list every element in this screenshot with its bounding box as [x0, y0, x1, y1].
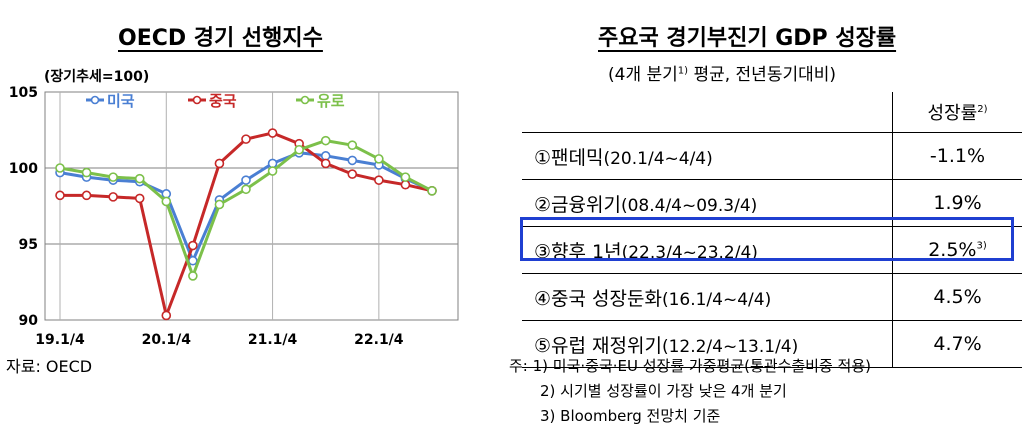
- row-period: (16.1/4~4/4): [661, 289, 772, 310]
- table-row: ①팬데믹(20.1/4~4/4) -1.1%: [522, 132, 1022, 180]
- chart-legend: 미국 중국 유로: [86, 92, 345, 110]
- data-point-유로: [400, 172, 411, 182]
- data-point-중국: [161, 310, 172, 321]
- table-row: ③향후 1년(22.3/4~23.2/4) 2.5%3): [522, 226, 1022, 274]
- legend-marker-중국: [192, 95, 202, 105]
- legend-label-유로: 유로: [317, 92, 345, 110]
- data-point-중국: [188, 240, 198, 251]
- footnote-3: 3) Bloomberg 전망치 기준: [540, 407, 721, 425]
- x-tick-label: 21.1/4: [248, 332, 298, 348]
- subtitle-post: 평균, 전년동기대비): [688, 65, 837, 85]
- data-point-유로: [320, 135, 331, 146]
- y-tick-label: 100: [9, 161, 38, 177]
- leading-index-chart: 90 95 100 105 19.1/4 20.1/4 21.1/4 22.1/4 미국 중국…: [9, 85, 459, 348]
- row-value: 4.5%: [892, 273, 1022, 321]
- legend-label-중국: 중국: [209, 92, 237, 110]
- legend-label-미국: 미국: [107, 92, 135, 110]
- data-point-중국: [374, 175, 384, 185]
- data-point-중국: [267, 128, 278, 138]
- data-point-유로: [374, 154, 384, 164]
- highlight-box: [520, 217, 1014, 261]
- right-table-title: 주요국 경기부진기 GDP 성장률: [598, 26, 897, 51]
- row-period: (08.4/4~09.3/4): [620, 195, 758, 216]
- left-chart-title: OECD 경기 선행지수: [118, 26, 323, 51]
- row-label: ④중국 성장둔화: [534, 287, 662, 310]
- growth-table: 성장률2) ①팬데믹(20.1/4~4/4) -1.1% ②금융위기(08.4/…: [522, 92, 1022, 368]
- data-point-중국: [108, 192, 118, 202]
- footnote-2: 2) 시기별 성장률이 가장 낮은 4개 분기: [540, 382, 787, 400]
- data-point-유로: [427, 186, 437, 196]
- table-row: ④중국 성장둔화(16.1/4~4/4) 4.5%: [522, 273, 1022, 321]
- data-point-중국: [241, 134, 251, 144]
- chart-grid: [44, 91, 459, 321]
- growth-header: 성장률2): [892, 92, 1022, 133]
- subtitle-footnote-1: 1): [677, 65, 689, 77]
- row-value: 4.7%: [892, 320, 1022, 368]
- data-point-유로: [81, 167, 92, 178]
- subtitle-pre: (4개 분기: [608, 65, 678, 85]
- data-point-미국: [161, 189, 172, 199]
- data-point-중국: [55, 190, 65, 201]
- unit-label: (장기추세=100): [44, 69, 150, 85]
- source-note: 자료: OECD: [6, 357, 93, 376]
- y-tick-label: 105: [9, 85, 38, 101]
- data-point-중국: [81, 190, 92, 201]
- footnote-1: 주: 1) 미국·중국·EU 성장률 가중평균(통관수출비중 적용): [509, 357, 871, 375]
- data-point-유로: [134, 173, 145, 184]
- x-tick-label: 19.1/4: [35, 332, 85, 348]
- row-label: ③향후 1년: [534, 240, 622, 263]
- data-point-유로: [214, 199, 225, 210]
- data-point-유로: [108, 172, 118, 182]
- plot-frame: [44, 91, 459, 321]
- row-label: ①팬데믹: [534, 146, 604, 169]
- x-axis-ticks: 19.1/4 20.1/4 21.1/4 22.1/4: [35, 332, 404, 348]
- row-label: ②금융위기: [534, 193, 621, 216]
- y-tick-label: 90: [19, 313, 39, 329]
- data-point-중국: [134, 193, 145, 204]
- data-point-미국: [347, 155, 358, 166]
- data-point-유로: [241, 184, 251, 195]
- table-subtitle: (4개 분기1) 평균, 전년동기대비): [608, 60, 836, 85]
- data-point-유로: [55, 163, 65, 173]
- data-point-미국: [241, 175, 251, 185]
- table-row: ⑤유럽 재정위기(12.2/4~13.1/4) 4.7%: [522, 320, 1022, 368]
- data-point-유로: [267, 166, 278, 176]
- data-point-중국: [320, 158, 331, 169]
- chart-series: [55, 128, 437, 321]
- x-tick-label: 22.1/4: [354, 332, 404, 348]
- row-period: (20.1/4~4/4): [603, 148, 713, 169]
- data-point-중국: [347, 169, 358, 179]
- x-tick-label: 20.1/4: [142, 332, 192, 348]
- y-axis-ticks: 90 95 100 105: [9, 85, 38, 329]
- legend-marker-유로: [300, 95, 310, 105]
- data-point-유로: [188, 271, 198, 281]
- data-point-유로: [294, 144, 304, 155]
- row-value: -1.1%: [892, 132, 1022, 180]
- data-point-중국: [214, 158, 225, 169]
- legend-marker-미국: [90, 95, 100, 105]
- data-point-유로: [347, 140, 358, 150]
- row-period: (22.3/4~23.2/4): [621, 242, 758, 263]
- row-label: ⑤유럽 재정위기: [534, 334, 662, 357]
- data-point-유로: [161, 196, 172, 207]
- row-value: 2.5%3): [892, 226, 1022, 274]
- data-point-미국: [320, 151, 331, 161]
- table-header-row: 성장률2): [522, 92, 1022, 133]
- y-tick-label: 95: [19, 237, 38, 253]
- row-period: (12.2/4~13.1/4): [661, 336, 799, 357]
